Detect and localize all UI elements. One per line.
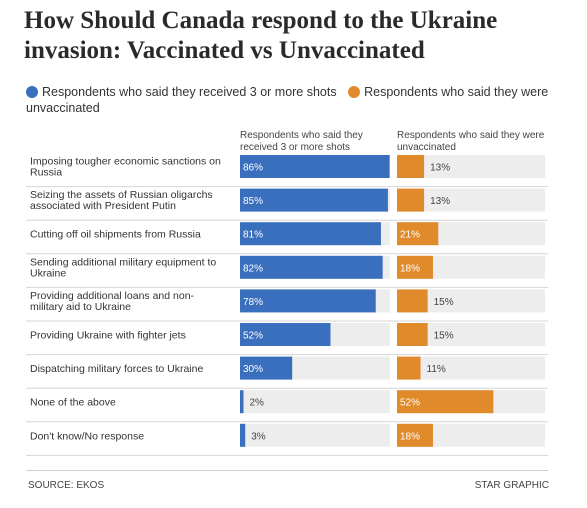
legend-label-unvaccinated: Respondents who said they were unvaccina…	[26, 85, 549, 115]
bar-unvaccinated	[397, 356, 421, 380]
category-label: Providing Ukraine with fighter jets	[30, 330, 186, 342]
bar-unvaccinated	[397, 390, 494, 414]
column-header-unvaccinated: Respondents who said they were unvaccina…	[397, 130, 545, 153]
category-label: Dispatching military forces to Ukraine	[30, 363, 203, 375]
bar-chart: Imposing tougher economic sanctions on Ru…	[26, 155, 548, 456]
data-label-unvaccinated: 11%	[427, 364, 446, 375]
bar-unvaccinated	[397, 255, 433, 279]
source-note: SOURCE: EKOS	[28, 480, 105, 491]
track-unvaccinated	[397, 356, 545, 380]
bar-vaccinated	[240, 255, 383, 279]
data-label-vaccinated: 3%	[251, 431, 266, 442]
data-label-unvaccinated: 15%	[434, 331, 454, 342]
category-label: Cutting off oil shipments from Russia	[30, 229, 201, 241]
data-label-vaccinated: 2%	[249, 398, 264, 409]
data-label-vaccinated: 52%	[243, 331, 263, 342]
data-label-vaccinated: 86%	[243, 163, 263, 174]
legend-item-vaccinated: Respondents who said they received 3 or …	[26, 85, 340, 99]
bar-vaccinated	[240, 323, 331, 346]
legend: Respondents who said they received 3 or …	[26, 84, 571, 116]
credit-note: STAR GRAPHIC	[474, 480, 549, 491]
bar-vaccinated	[240, 390, 244, 414]
category-label: Seizing the assets of Russian oligarchs a…	[30, 189, 213, 212]
chart-title: How Should Canada respond to the Ukraine…	[24, 7, 498, 64]
bar-vaccinated	[240, 188, 388, 212]
legend-swatch-unvaccinated	[348, 86, 361, 98]
category-label: Imposing tougher economic sanctions on Ru…	[30, 156, 221, 179]
data-label-unvaccinated: 21%	[400, 230, 420, 241]
bar-unvaccinated	[397, 423, 433, 447]
track-unvaccinated	[397, 323, 545, 346]
track-unvaccinated	[397, 289, 545, 313]
category-label: Sending additional military equipment to…	[30, 256, 216, 279]
bar-unvaccinated	[397, 289, 428, 313]
legend-label-vaccinated: Respondents who said they received 3 or …	[42, 85, 337, 99]
data-label-unvaccinated: 18%	[400, 431, 420, 442]
legend-swatch-vaccinated	[26, 86, 38, 98]
bar-vaccinated	[240, 423, 246, 447]
bar-unvaccinated	[397, 222, 439, 246]
bar-unvaccinated	[397, 323, 428, 346]
data-label-vaccinated: 82%	[243, 263, 263, 274]
footer-divider	[26, 470, 548, 471]
bar-vaccinated	[240, 289, 376, 313]
category-label: Don't know/No response	[30, 430, 144, 442]
bar-unvaccinated	[397, 188, 425, 212]
legend-item-unvaccinated: Respondents who said they were unvaccina…	[26, 85, 548, 115]
category-label: Providing additional loans and non-milit…	[30, 290, 195, 313]
data-label-vaccinated: 85%	[243, 196, 263, 207]
data-label-unvaccinated: 18%	[400, 263, 420, 274]
track-vaccinated	[240, 390, 390, 414]
data-label-unvaccinated: 13%	[430, 163, 450, 174]
data-label-vaccinated: 78%	[243, 297, 263, 308]
data-label-vaccinated: 81%	[243, 230, 263, 241]
data-label-unvaccinated: 52%	[400, 398, 420, 409]
data-label-vaccinated: 30%	[243, 364, 263, 375]
track-unvaccinated	[397, 155, 545, 178]
data-label-unvaccinated: 15%	[434, 297, 454, 308]
column-header-vaccinated: Respondents who said they received 3 or …	[240, 130, 363, 153]
bar-unvaccinated	[397, 155, 425, 178]
track-unvaccinated	[397, 188, 545, 212]
track-unvaccinated	[397, 255, 545, 279]
bar-vaccinated	[240, 222, 381, 246]
track-unvaccinated	[397, 423, 545, 447]
category-label: None of the above	[30, 397, 116, 409]
track-vaccinated	[240, 423, 390, 447]
data-label-unvaccinated: 13%	[430, 196, 450, 207]
bar-vaccinated	[240, 155, 390, 178]
bar-vaccinated	[240, 356, 293, 380]
